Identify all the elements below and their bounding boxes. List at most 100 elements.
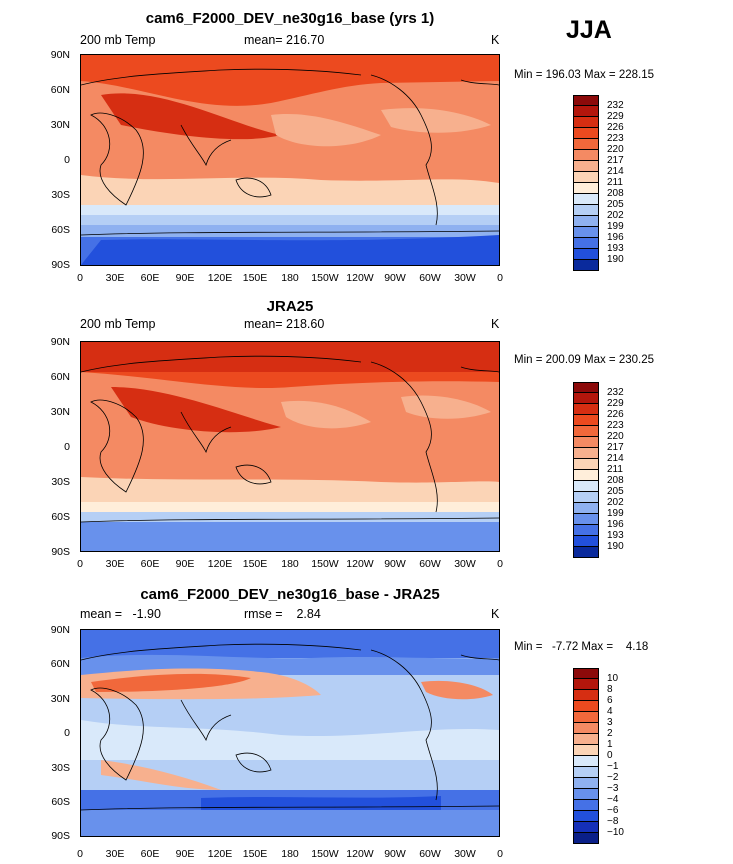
season-label: JJA [566, 16, 612, 44]
colorbar-swatch [573, 525, 599, 536]
colorbar-swatch [573, 723, 599, 734]
lon-tick: 120E [207, 272, 233, 284]
colorbar-level-label: −2 [607, 772, 619, 783]
lon-tick: 0 [497, 558, 503, 570]
band-antarctic [81, 522, 499, 551]
lon-tick: 120W [346, 848, 374, 860]
colorbar-level-label: 10 [607, 673, 619, 684]
lat-tick: 90N [50, 49, 70, 61]
lon-tick: 150W [311, 558, 339, 570]
lat-tick: 60S [51, 796, 70, 808]
band-30s [81, 477, 499, 502]
colorbar-swatch [573, 822, 599, 833]
colorbar-swatch [573, 117, 599, 128]
band-65s [81, 225, 499, 237]
warm-core-atlantic [421, 680, 493, 700]
colorbar-swatch [573, 547, 599, 558]
colorbar-level-label: 232 [607, 100, 624, 111]
lat-tick: 90S [51, 830, 70, 842]
colorbar-legend: 10 8 6 4 3 2 1 0 −1 −2 −3 −4 −6 −8 −10 [573, 668, 624, 844]
lon-tick: 0 [497, 848, 503, 860]
colorbar-swatch [573, 459, 599, 470]
colorbar-level-label: 220 [607, 144, 624, 155]
min-max-label: Min = 196.03 Max = 228.15 [514, 69, 655, 81]
colorbar-level-label: 193 [607, 243, 624, 254]
colorbar-level-label: 4 [607, 706, 613, 717]
lon-tick: 180 [281, 848, 299, 860]
colorbar-level-label: −6 [607, 805, 619, 816]
lon-tick: 30W [454, 558, 476, 570]
lat-tick: 60N [50, 84, 70, 96]
colorbar-swatch [573, 216, 599, 227]
warm-region-north [81, 55, 499, 106]
colorbar-level-label: 199 [607, 221, 624, 232]
colorbar-swatch [573, 415, 599, 426]
lat-tick: 90N [50, 336, 70, 348]
colorbar-level-label: 2 [607, 728, 613, 739]
coastlines [81, 355, 499, 523]
min-max-label: Min = -7.72 Max = 4.18 [514, 641, 649, 653]
lon-tick: 90E [175, 848, 195, 860]
colorbar-swatch [573, 690, 599, 701]
colorbar-level-label: 214 [607, 453, 624, 464]
lat-tick: 60N [50, 371, 70, 383]
colorbar-swatch [573, 139, 599, 150]
lat-tick: 30S [51, 476, 70, 488]
cool-region-pacific [281, 400, 371, 429]
rmse-label: rmse = 2.84 [244, 607, 321, 621]
variable-label: 200 mb Temp [80, 33, 156, 47]
lon-tick: 30W [454, 272, 476, 284]
colorbar-level-label: −1 [607, 761, 619, 772]
colorbar-swatch [573, 745, 599, 756]
colorbar-swatch [573, 712, 599, 723]
warm-core-asia [111, 387, 281, 433]
colorbar-level-label: 6 [607, 695, 613, 706]
colorbar-swatch [573, 205, 599, 216]
lon-tick: 60W [419, 558, 441, 570]
lat-tick: 30N [50, 693, 70, 705]
colorbar-swatch [573, 426, 599, 437]
cold-core-south [201, 796, 441, 810]
colorbar-level-label: 226 [607, 409, 624, 420]
lon-tick: 150E [242, 848, 268, 860]
panel-reference: JRA25 200 mb Temp mean= 218.60 K [0, 288, 733, 578]
lon-tick: 90W [384, 848, 406, 860]
colorbar-legend: 232 229 226 223 220 217 214 211 208 205 202 199 196 1… [573, 95, 624, 271]
colorbar-level-label: 205 [607, 486, 624, 497]
colorbar-swatch [573, 668, 599, 679]
colorbar-level-label: 208 [607, 475, 624, 486]
cool-region-atlantic [381, 108, 491, 133]
lat-tick: 90S [51, 259, 70, 271]
colorbar-swatch [573, 172, 599, 183]
lon-tick: 180 [281, 558, 299, 570]
lon-tick: 60W [419, 272, 441, 284]
colorbar-swatch [573, 514, 599, 525]
variable-label: 200 mb Temp [80, 317, 156, 331]
colorbar-level-label: 211 [607, 177, 623, 188]
band-45s [81, 502, 499, 512]
lon-tick: 0 [497, 272, 503, 284]
lat-tick: 90N [50, 624, 70, 636]
lon-tick: 150W [311, 272, 339, 284]
panel-model: cam6_F2000_DEV_ne30g16_base (yrs 1) 200 … [0, 0, 733, 290]
colorbar-level-label: −4 [607, 794, 619, 805]
warm-core-eurasia [91, 673, 251, 692]
temperature-map [80, 54, 500, 266]
lon-tick: 0 [77, 848, 83, 860]
lon-tick: 120W [346, 272, 374, 284]
colorbar-swatch [573, 492, 599, 503]
colorbar-swatch [573, 382, 599, 393]
colorbar-swatch [573, 404, 599, 415]
difference-map [80, 629, 500, 837]
lat-tick: 90S [51, 546, 70, 558]
colorbar-swatch [573, 238, 599, 249]
colorbar-level-label: 232 [607, 387, 624, 398]
temperature-map [80, 341, 500, 552]
panel-title: cam6_F2000_DEV_ne30g16_base (yrs 1) [145, 10, 435, 27]
lon-tick: 150E [242, 272, 268, 284]
units-label: K [491, 33, 500, 47]
colorbar-swatch [573, 811, 599, 822]
colorbar-swatch [573, 701, 599, 712]
colorbar-level-label: −8 [607, 816, 619, 827]
lon-tick: 150E [242, 558, 268, 570]
